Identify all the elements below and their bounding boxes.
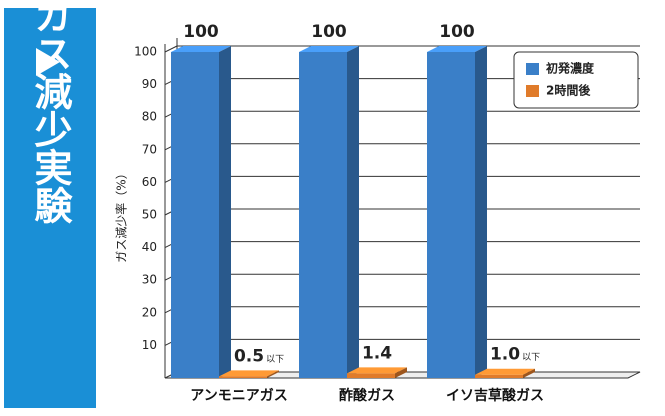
bar xyxy=(299,52,347,378)
value-label: 1.0 xyxy=(490,345,520,365)
legend-swatch xyxy=(526,63,539,75)
y-tick-label: 30 xyxy=(142,273,157,287)
y-tick-label: 70 xyxy=(142,142,157,156)
panel-arrow xyxy=(36,48,60,76)
value-label: 100 xyxy=(183,22,219,42)
value-label-note: 以下 xyxy=(522,353,540,363)
bar xyxy=(427,52,475,378)
bar-top xyxy=(299,46,359,52)
value-label: 100 xyxy=(439,22,475,42)
legend-swatch xyxy=(526,85,539,97)
legend-box xyxy=(513,51,639,109)
y-tick-label: 90 xyxy=(142,77,157,91)
bar-top xyxy=(219,370,279,377)
y-tick-label: 40 xyxy=(142,240,157,254)
value-label: 1.4 xyxy=(362,343,392,363)
bar xyxy=(347,373,395,378)
bar-side xyxy=(475,46,487,378)
side-panel xyxy=(4,8,96,408)
y-axis-label: ガス減少率（%） xyxy=(114,167,129,262)
y-tick-label: 60 xyxy=(142,175,157,189)
bar-top xyxy=(475,368,535,375)
chart: 10 20 30 40 50 60 70 80 90 100 ガス減少率（%） アンモニアガス 100 0… xyxy=(114,22,641,404)
x-tick-label: イソ吉草酸ガス xyxy=(446,387,544,404)
bar-side xyxy=(267,370,279,378)
bar-side xyxy=(395,367,407,378)
bar xyxy=(475,374,523,378)
y-tick-label: 80 xyxy=(142,110,157,124)
bar-top xyxy=(347,367,407,374)
y-tick-label: 10 xyxy=(142,338,157,352)
legend-label: 2時間後 xyxy=(546,83,591,98)
bar xyxy=(171,52,219,378)
bar-side xyxy=(219,46,231,378)
bar-side xyxy=(347,46,359,378)
value-label-note: 以下 xyxy=(266,355,284,365)
y-tick-label: 100 xyxy=(134,45,157,59)
y-tick-label: 20 xyxy=(142,305,157,319)
bar xyxy=(219,376,267,378)
panel-title: ガス減少実験 xyxy=(28,0,72,224)
tick-mark xyxy=(164,45,178,53)
x-tick-label: アンモニアガス xyxy=(190,388,287,404)
bar-top xyxy=(171,46,231,52)
y-tick-label: 50 xyxy=(142,208,157,222)
bar-side xyxy=(523,368,535,378)
value-label: 100 xyxy=(311,22,347,42)
x-tick-label: 酢酸ガス xyxy=(339,387,395,404)
legend-label: 初発濃度 xyxy=(546,61,595,76)
value-label: 0.5 xyxy=(234,346,264,366)
bar-top xyxy=(427,46,487,52)
